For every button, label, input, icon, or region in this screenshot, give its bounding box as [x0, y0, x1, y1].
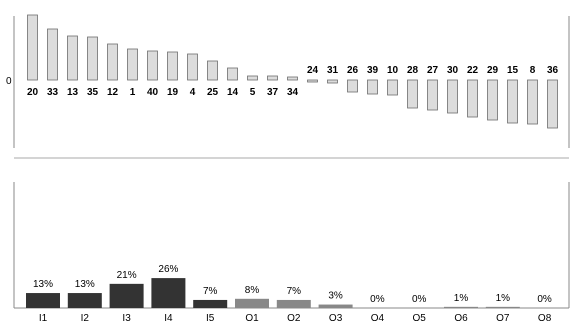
bar-value-label: 0%	[370, 294, 385, 305]
bar-category-label: 27	[427, 65, 439, 76]
bar-category-label: O4	[371, 313, 385, 323]
bar-category-label: O7	[496, 313, 510, 323]
bar-category-label: 14	[227, 87, 239, 98]
bar-value-label: 13%	[33, 279, 53, 290]
bar-category-label: 28	[407, 65, 419, 76]
bar-category-label: 5	[250, 87, 256, 98]
bar	[187, 53, 198, 81]
bar	[276, 299, 311, 308]
bar-category-label: 20	[27, 87, 39, 98]
bar	[407, 79, 418, 109]
bar-category-label: 31	[327, 65, 339, 76]
bar-category-label: O5	[413, 313, 427, 323]
bar	[27, 14, 38, 81]
bar	[107, 43, 118, 81]
bar-value-label: 8%	[245, 285, 260, 296]
bar	[167, 51, 178, 81]
bar-category-label: 13	[67, 87, 79, 98]
bar	[547, 79, 558, 129]
bar	[26, 293, 60, 308]
bar-category-label: O1	[245, 313, 259, 323]
bar-category-label: I3	[122, 313, 131, 323]
bar-category-label: 19	[167, 87, 179, 98]
bar-category-label: I1	[39, 313, 48, 323]
zero-tick-label: 0	[6, 76, 12, 87]
bar-category-label: 26	[347, 65, 359, 76]
bar	[347, 79, 358, 93]
bar	[327, 79, 338, 84]
bar-category-label: 40	[147, 87, 159, 98]
bar-category-label: 25	[207, 87, 219, 98]
bar	[109, 283, 144, 308]
bar-category-label: 1	[130, 87, 136, 98]
bar-category-label: O3	[329, 313, 343, 323]
bar	[527, 79, 538, 125]
bar-category-label: 8	[530, 65, 536, 76]
bar	[247, 75, 258, 81]
bar	[87, 36, 98, 81]
bar	[267, 75, 278, 81]
bar-category-label: 24	[307, 65, 319, 76]
bar-value-label: 0%	[412, 294, 427, 305]
bar-value-label: 21%	[117, 270, 137, 281]
bar-value-label: 3%	[328, 291, 343, 302]
bar	[151, 278, 186, 308]
bar	[67, 35, 78, 81]
residual-bar-chart: 0 20 33 13 35 12 1 40 19 4 25 14 5 37 34 24 31 26 39 10 28 27…	[6, 14, 570, 159]
bar-category-label: O6	[454, 313, 468, 323]
bar-category-label: 4	[190, 87, 196, 98]
bar-category-label: 15	[507, 65, 519, 76]
bar-category-label: I5	[206, 313, 215, 323]
bar	[193, 299, 228, 308]
bar	[387, 79, 398, 96]
bar-category-label: 30	[447, 65, 459, 76]
bar	[447, 79, 458, 114]
bar	[235, 298, 269, 308]
bar-category-label: 37	[267, 87, 279, 98]
bar	[47, 28, 58, 81]
bar-category-label: I2	[81, 313, 90, 323]
bar-category-label: 12	[107, 87, 119, 98]
bar	[507, 79, 518, 124]
bar-category-label: 34	[287, 87, 299, 98]
bar	[307, 79, 318, 83]
bar-value-label: 1%	[496, 293, 511, 304]
bar	[467, 79, 478, 118]
bar-value-label: 26%	[158, 264, 178, 275]
bar	[487, 79, 498, 121]
bar	[67, 293, 102, 308]
bar-value-label: 7%	[287, 286, 302, 297]
bar	[287, 76, 298, 81]
bar	[207, 60, 218, 81]
bar-value-label: 1%	[454, 293, 469, 304]
bar	[367, 79, 378, 95]
bar-category-label: 35	[87, 87, 99, 98]
bar-category-label: I4	[164, 313, 173, 323]
bar	[427, 79, 438, 111]
bar-value-label: 13%	[75, 279, 95, 290]
bar-category-label: 29	[487, 65, 499, 76]
bar-category-label: 10	[387, 65, 399, 76]
bar-value-label: 7%	[203, 286, 218, 297]
bar	[485, 306, 520, 308]
bar-category-label: O8	[538, 313, 552, 323]
bar-category-label: 39	[367, 65, 379, 76]
bar	[227, 67, 238, 81]
bar-value-label: 0%	[537, 294, 552, 305]
bar	[444, 306, 478, 308]
bar	[127, 48, 138, 81]
bar	[318, 304, 353, 308]
bar-category-label: 33	[47, 87, 59, 98]
bar-category-label: O2	[287, 313, 301, 323]
bar	[147, 50, 158, 81]
bar-category-label: 36	[547, 65, 559, 76]
bar-category-label: 22	[467, 65, 479, 76]
percentage-bar-chart: 13% I1 13% I2 21% I3 26% I4 7% I5 8% O1 7% O2 3% O3 0% O4…	[13, 182, 570, 323]
